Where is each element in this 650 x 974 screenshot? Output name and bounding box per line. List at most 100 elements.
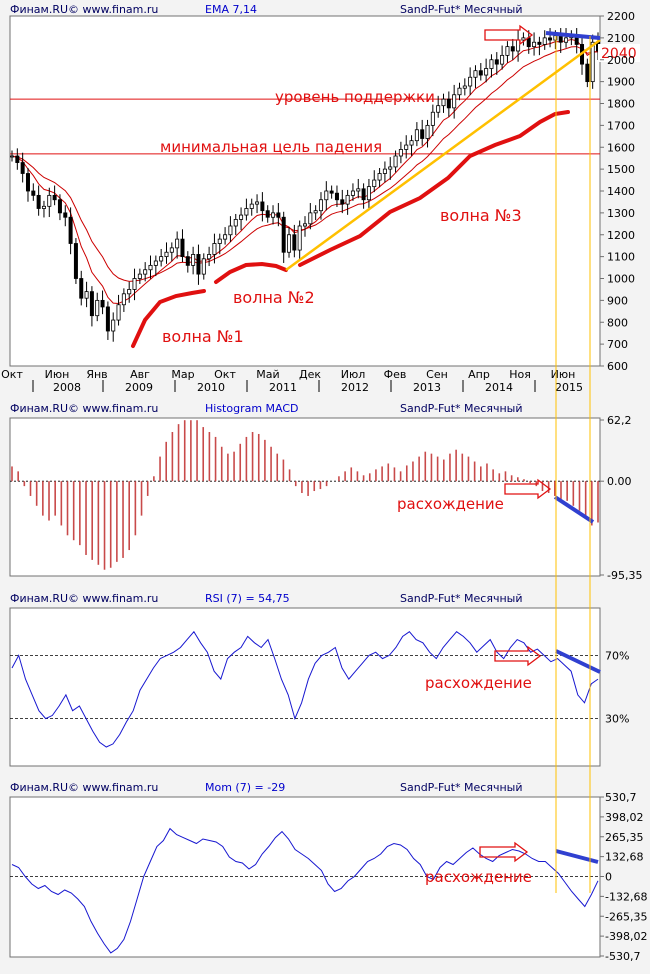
candle-body xyxy=(153,260,158,266)
candle-body xyxy=(430,111,435,126)
rsi-watermark: Финам.RU© www.finam.ru xyxy=(10,592,158,605)
candle-body xyxy=(73,243,78,279)
candle-body xyxy=(388,166,393,170)
price-annotations: уровень поддержки минимальная цель падени… xyxy=(131,24,640,348)
rsi-divergence-line xyxy=(555,649,601,674)
macd-y-ticks: 62,2 0.00 -95,35 xyxy=(600,414,642,582)
candle-body xyxy=(500,54,505,65)
price-x-month-label: Апр xyxy=(468,368,490,381)
candle-body xyxy=(489,59,494,69)
price-y-tick-label: 600 xyxy=(607,360,628,373)
wave3-path xyxy=(298,110,570,267)
rsi-annotations: расхождение xyxy=(425,645,601,692)
candle-body xyxy=(191,254,196,266)
candle-body xyxy=(313,210,318,214)
candle-body xyxy=(382,168,387,174)
price-x-year-label: 2013 xyxy=(413,381,441,394)
price-x-month-label: Окт xyxy=(1,368,23,381)
candle-body xyxy=(457,87,462,96)
candle-body xyxy=(542,37,547,45)
candle-body xyxy=(255,201,260,205)
candle-body xyxy=(228,225,233,236)
candle-body xyxy=(329,190,334,194)
candle-body xyxy=(356,188,361,192)
candle-body xyxy=(41,205,46,209)
candle-body xyxy=(377,173,382,181)
rsi-y-ticks: 70% 30% xyxy=(605,649,629,725)
candle-body xyxy=(334,192,339,201)
candle-body xyxy=(201,258,206,275)
candle-body xyxy=(79,278,84,299)
candle-body xyxy=(372,179,377,188)
vertical-guides xyxy=(555,36,591,893)
candle-body xyxy=(57,199,62,214)
candle-body xyxy=(510,46,515,52)
candle-body xyxy=(212,243,217,255)
candle-body xyxy=(132,278,137,290)
rsi-reference-levels xyxy=(10,655,600,719)
macd-panel: расхождение 62,2 0.00 -95,35 Финам.RU© www… xyxy=(9,402,642,582)
mom-y-tick-label: -132,68 xyxy=(605,890,647,903)
candle-body xyxy=(558,35,563,43)
candle-body xyxy=(585,63,590,83)
rsi-divergence-label: расхождение xyxy=(425,674,532,692)
price-badge: 2040 xyxy=(601,46,637,62)
price-levels xyxy=(10,98,600,155)
macd-plot-area xyxy=(9,417,601,577)
candle-body xyxy=(148,264,153,271)
price-x-month-label: Сен xyxy=(426,368,448,381)
price-y-tick-label: 2200 xyxy=(607,10,635,23)
price-x-month-label: Дек xyxy=(299,368,321,381)
macd-histogram xyxy=(10,420,600,570)
wave2-path xyxy=(214,261,288,284)
candle-body xyxy=(47,194,52,207)
price-candles xyxy=(10,28,600,342)
candle-body xyxy=(287,234,292,253)
price-x-ticks: Окт Июн Янв Авг Мар Окт Май Дек Июл Фев Сен Апр Ноя И… xyxy=(1,368,583,394)
candle-body xyxy=(324,190,329,201)
rsi-plot-area xyxy=(9,607,601,767)
macd-indicator-label: Histogram MACD xyxy=(205,402,299,415)
candle-body xyxy=(276,212,281,218)
price-x-month-label: Июн xyxy=(551,368,576,381)
candle-body xyxy=(350,190,355,196)
macd-y-tick-label: -95,35 xyxy=(607,569,642,582)
macd-divergence-label: расхождение xyxy=(397,495,504,513)
mom-y-tick-label: 398,02 xyxy=(605,811,644,824)
momentum-line xyxy=(10,827,600,954)
wave2-label: волна №2 xyxy=(233,288,315,307)
candle-body xyxy=(271,212,276,218)
candle-body xyxy=(532,41,537,48)
candle-body xyxy=(308,212,313,225)
candle-body xyxy=(10,155,14,158)
candle-body xyxy=(15,155,20,163)
candle-body xyxy=(20,162,25,174)
candle-body xyxy=(159,256,164,262)
mom-y-tick-label: 132,68 xyxy=(605,851,644,864)
candle-body xyxy=(452,94,457,109)
candle-body xyxy=(505,46,510,56)
mom-indicator-label: Mom (7) = -29 xyxy=(205,781,285,794)
candle-body xyxy=(260,201,265,212)
candle-body xyxy=(441,98,446,107)
price-y-ticks: 2200 2100 2000 1900 1800 1700 1600 1500 1400 1300… xyxy=(600,10,635,373)
candle-body xyxy=(292,234,297,251)
candle-body xyxy=(494,59,499,65)
candle-body xyxy=(169,247,174,253)
support-level-label: уровень поддержки xyxy=(275,88,435,106)
price-x-month-label: Окт xyxy=(214,368,236,381)
candle-body xyxy=(446,98,451,109)
rsi-indicator-label: RSI (7) = 54,75 xyxy=(205,592,290,605)
mom-y-tick-label: -398,02 xyxy=(605,930,647,943)
price-panel: уровень поддержки минимальная цель падени… xyxy=(1,3,640,394)
candle-body xyxy=(303,223,307,227)
candle-body xyxy=(425,124,430,139)
price-y-tick-label: 1400 xyxy=(607,185,635,198)
price-y-tick-label: 1500 xyxy=(607,163,635,176)
candle-body xyxy=(281,216,286,253)
candle-body xyxy=(521,37,526,41)
price-x-month-label: Июл xyxy=(341,368,366,381)
price-y-tick-label: 900 xyxy=(607,294,628,307)
